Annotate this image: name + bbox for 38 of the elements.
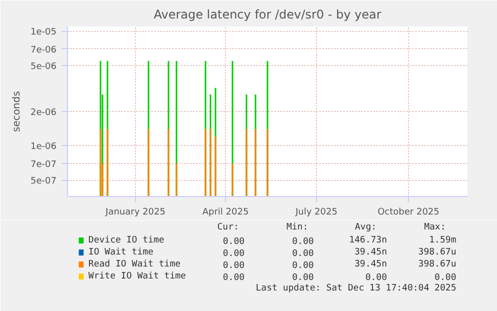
text: 39.45n bbox=[354, 248, 388, 258]
text: 39.45n bbox=[354, 260, 388, 270]
text: 0.00 bbox=[365, 273, 388, 283]
text: 0.00 bbox=[434, 273, 456, 283]
text: 0.00 bbox=[222, 237, 245, 247]
y-tick-label: 5e-07 bbox=[30, 176, 57, 187]
legend-label: Read IO Wait time bbox=[88, 260, 181, 270]
x-tick-label: October 2025 bbox=[378, 208, 440, 218]
y-tick-label: 7e-07 bbox=[30, 160, 57, 170]
text: Avg: bbox=[354, 222, 377, 232]
text: 0.00 bbox=[292, 273, 314, 283]
y-tick-label: 5e-06 bbox=[30, 62, 57, 72]
y-axis-title: seconds bbox=[12, 91, 23, 132]
legend-label: Device IO time bbox=[88, 236, 164, 246]
text: 0.00 bbox=[292, 237, 314, 247]
y-tick-label: 7e-06 bbox=[30, 45, 57, 56]
text: 0.00 bbox=[292, 249, 314, 259]
text: Max: bbox=[424, 222, 446, 232]
text: 146.73n bbox=[349, 236, 388, 246]
legend-label: IO Wait time bbox=[88, 248, 154, 258]
x-tick-label: April 2025 bbox=[202, 208, 249, 218]
x-tick-label: January 2025 bbox=[104, 208, 166, 218]
text: 398.67u bbox=[418, 248, 456, 258]
y-tick-label: 1e-06 bbox=[30, 142, 57, 152]
text: 0.00 bbox=[222, 261, 245, 271]
y-tick-label: 2e-06 bbox=[30, 108, 57, 118]
text: Last update: Sat Dec 13 17:40:04 2025 bbox=[256, 284, 456, 294]
legend-label: Write IO Wait time bbox=[88, 272, 186, 282]
text: 0.00 bbox=[292, 261, 314, 271]
text: 398.67u bbox=[418, 260, 456, 270]
chart-title: Average latency for /dev/sr0 - by year bbox=[154, 8, 382, 22]
text: 0.00 bbox=[222, 273, 245, 283]
text: 1.59m bbox=[429, 236, 456, 246]
x-tick-label: July 2025 bbox=[294, 208, 338, 218]
text: Min: bbox=[286, 222, 308, 232]
y-tick-label: 1e-05 bbox=[30, 28, 57, 38]
text: Cur: bbox=[217, 222, 239, 232]
text: 0.00 bbox=[222, 249, 245, 259]
